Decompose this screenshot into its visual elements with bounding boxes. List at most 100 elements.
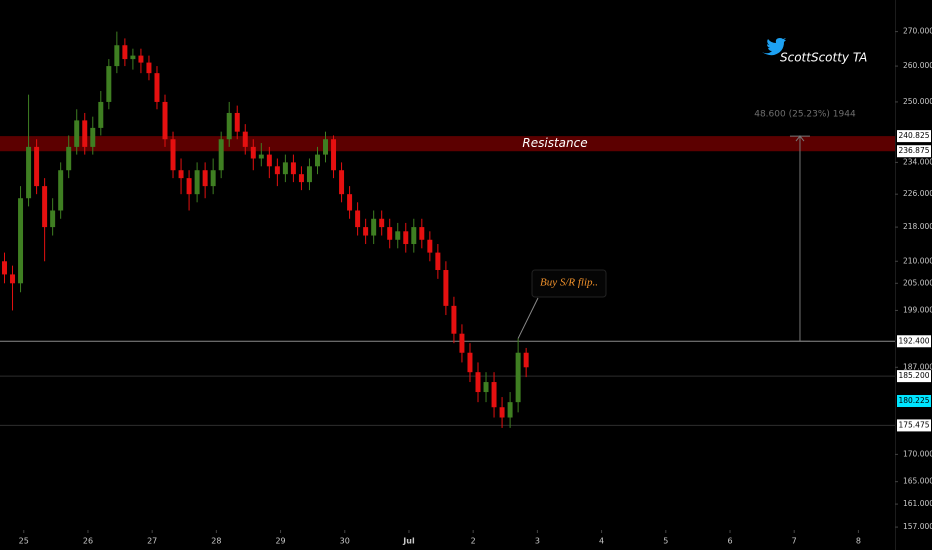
price-tag-label: 192.400 [898,336,929,345]
y-tick-label: 199.000 [903,305,932,314]
resistance-label: Resistance [522,136,587,150]
candle-body [379,218,385,228]
x-tick-label: 7 [792,537,797,546]
candle-body [411,227,417,245]
candle-body [451,305,457,334]
y-tick-label: 187.000 [903,362,932,371]
candle-body [282,162,288,175]
price-tag-label: 236.875 [898,146,929,155]
candle-body [363,227,369,236]
x-tick-label: 28 [211,537,221,546]
candle-body [499,407,505,418]
candle-body [202,170,208,187]
price-tag [897,395,931,408]
candle-body [250,146,256,159]
y-tick-label: 250.000 [903,97,932,106]
candle-body [122,45,128,60]
measure-arrow [795,135,805,142]
candle-body [58,170,64,211]
candle-body [234,112,240,132]
candle-body [339,170,345,195]
price-tag-label: 180.225 [898,396,929,405]
x-tick-label: Jul [402,537,415,546]
y-tick-label: 260.000 [903,61,932,70]
candle-body [98,101,104,128]
candle-body [435,252,441,271]
price-tag-label: 185.200 [898,371,929,380]
x-tick-label: 2 [471,537,476,546]
candle-body [178,170,184,179]
candle-body [507,402,513,418]
y-tick-label: 161.000 [903,499,932,508]
x-tick-label: 4 [599,537,604,546]
x-tick-label: 8 [856,537,861,546]
candle-body [290,162,296,175]
twitter-icon [762,38,786,56]
annotation-text: Buy S/R flip.. [540,277,598,289]
candle-body [26,146,32,199]
resistance-band [0,136,895,152]
candle-body [186,178,192,195]
candle-body [146,62,152,74]
y-tick-label: 205.000 [903,278,932,287]
y-tick-label: 157.000 [903,522,932,531]
candle-body [467,352,473,373]
measure-label: 48.600 (25.23%) 1944 [754,110,856,120]
candle-body [242,131,248,147]
x-tick-label: 25 [19,537,29,546]
y-tick-label: 234.000 [903,157,932,166]
candle-body [323,139,329,155]
candle-body [50,210,56,228]
candle-body [42,186,48,228]
candle-body [90,127,96,147]
candle-body [314,154,320,167]
watermark: ScottScotty TA [762,38,867,65]
price-tag-label: 175.475 [898,420,929,429]
candle-body [258,154,264,159]
candle-body [226,112,232,140]
candle-body [266,154,272,167]
price-tag [897,145,931,158]
candle-body [491,382,497,408]
candle-body [443,270,449,306]
candle-body [459,333,465,353]
candle-body [387,227,393,240]
candle-body [74,120,80,147]
y-tick-label: 226.000 [903,189,932,198]
candle-body [371,218,377,236]
candle-body [331,139,337,171]
candle-body [483,382,489,393]
x-tick-label: 26 [83,537,93,546]
price-tag [897,130,931,143]
y-tick-label: 170.000 [903,449,932,458]
x-tick-label: 5 [663,537,668,546]
y-tick-label: 218.000 [903,222,932,231]
candle-body [347,194,353,211]
candle-body [298,174,304,183]
x-tick-label: 3 [535,537,540,546]
x-tick-label: 30 [340,537,350,546]
candle-body [106,66,112,102]
candle-body [82,120,88,147]
watermark-text: ScottScotty TA [780,51,867,65]
candle-body [218,139,224,171]
candle-body [523,352,529,368]
y-tick-label: 165.000 [903,477,932,486]
candle-body [114,45,120,67]
candle-body [274,166,280,175]
price-tag [897,419,931,432]
candle-body [2,261,7,275]
x-tick-label: 29 [275,537,285,546]
candle-body [475,372,481,393]
candle-body [419,227,425,240]
y-tick-label: 270.000 [903,27,932,36]
y-tick-label: 210.000 [903,256,932,265]
candle-body [66,146,72,171]
x-tick-label: 27 [147,537,157,546]
candle-body [403,231,409,245]
price-tag [897,335,931,348]
candle-body [210,170,216,187]
